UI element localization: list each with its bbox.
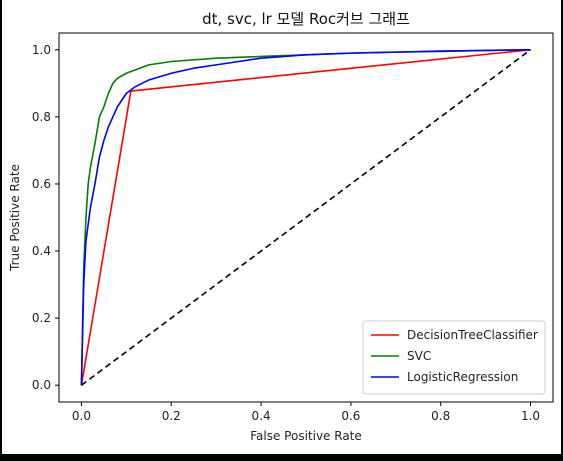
y-axis-label: True Positive Rate bbox=[8, 164, 22, 272]
legend-box bbox=[362, 320, 546, 395]
y-tick-label: 1.0 bbox=[32, 43, 51, 57]
x-tick-label: 0.8 bbox=[431, 409, 450, 423]
plot-frame bbox=[58, 32, 554, 403]
y-tick-label: 0.2 bbox=[32, 311, 51, 325]
x-axis-label: False Positive Rate bbox=[250, 429, 362, 443]
series-line-decisiontreeclassifier bbox=[80, 48, 531, 386]
y-tick-label: 0.0 bbox=[32, 378, 51, 392]
legend-label-logisticregression: LogisticRegression bbox=[407, 370, 518, 384]
roc-chart: dt, svc, lr 모델 Roc커브 그래프 0.0 0.2 0.4 0.6 0.8… bbox=[8, 10, 554, 443]
legend-label-svc: SVC bbox=[407, 349, 431, 363]
x-tick-label: 0.4 bbox=[252, 409, 271, 423]
plot-area: 0.0 0.2 0.4 0.6 0.8 1.0 0.0 0.2 0.4 0.6 0.8 1.0 bbox=[32, 32, 554, 423]
diagonal-reference-line bbox=[80, 49, 532, 386]
x-tick-label: 0.6 bbox=[341, 409, 360, 423]
figure-canvas: dt, svc, lr 모델 Roc커브 그래프 0.0 0.2 0.4 0.6 0.8… bbox=[2, 0, 561, 454]
y-tick-label: 0.8 bbox=[32, 110, 51, 124]
legend-label-decisiontreeclassifier: DecisionTreeClassifier bbox=[407, 328, 538, 342]
x-tick-label: 0.0 bbox=[72, 409, 91, 423]
legend: DecisionTreeClassifier SVC LogisticRegress… bbox=[362, 320, 546, 395]
chart-title: dt, svc, lr 모델 Roc커브 그래프 bbox=[202, 10, 410, 28]
series-line-logisticregression bbox=[80, 48, 531, 386]
y-tick-label: 0.4 bbox=[32, 244, 51, 258]
x-tick-label: 1.0 bbox=[521, 409, 540, 423]
x-tick-label: 0.2 bbox=[162, 409, 181, 423]
y-tick-label: 0.6 bbox=[32, 177, 51, 191]
